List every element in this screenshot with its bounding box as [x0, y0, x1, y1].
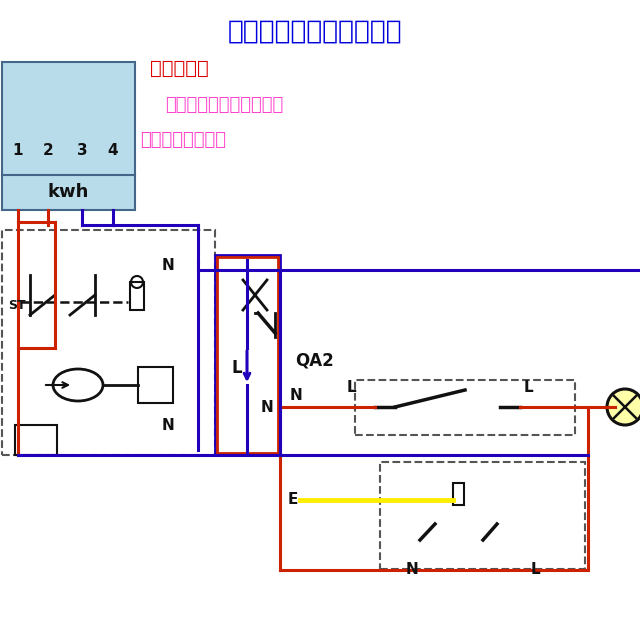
FancyBboxPatch shape: [130, 282, 144, 310]
Text: N: N: [406, 563, 419, 577]
Text: 照明电路一：一控一灯一: 照明电路一：一控一灯一: [228, 19, 403, 45]
Text: 4: 4: [108, 143, 118, 157]
Text: kwh: kwh: [48, 183, 89, 201]
Text: 2: 2: [43, 143, 53, 157]
FancyBboxPatch shape: [453, 483, 464, 505]
Text: N: N: [290, 387, 303, 403]
Text: L: L: [524, 381, 534, 396]
Text: N: N: [162, 417, 174, 433]
Text: 一个开关控制一盏灯，插: 一个开关控制一盏灯，插: [165, 96, 284, 114]
Text: ST: ST: [8, 298, 26, 312]
Text: N: N: [162, 257, 174, 273]
Text: N: N: [260, 399, 273, 415]
Text: QA2: QA2: [295, 351, 333, 369]
Text: L: L: [346, 381, 356, 396]
Text: 3: 3: [77, 143, 87, 157]
Text: L: L: [232, 359, 243, 377]
Text: 1: 1: [13, 143, 23, 157]
Circle shape: [607, 389, 640, 425]
Text: 座不受开关控制。: 座不受开关控制。: [140, 131, 226, 149]
Text: E: E: [288, 493, 298, 508]
Text: L: L: [530, 563, 540, 577]
FancyBboxPatch shape: [2, 62, 135, 210]
Text: 控制要求：: 控制要求：: [150, 58, 209, 77]
